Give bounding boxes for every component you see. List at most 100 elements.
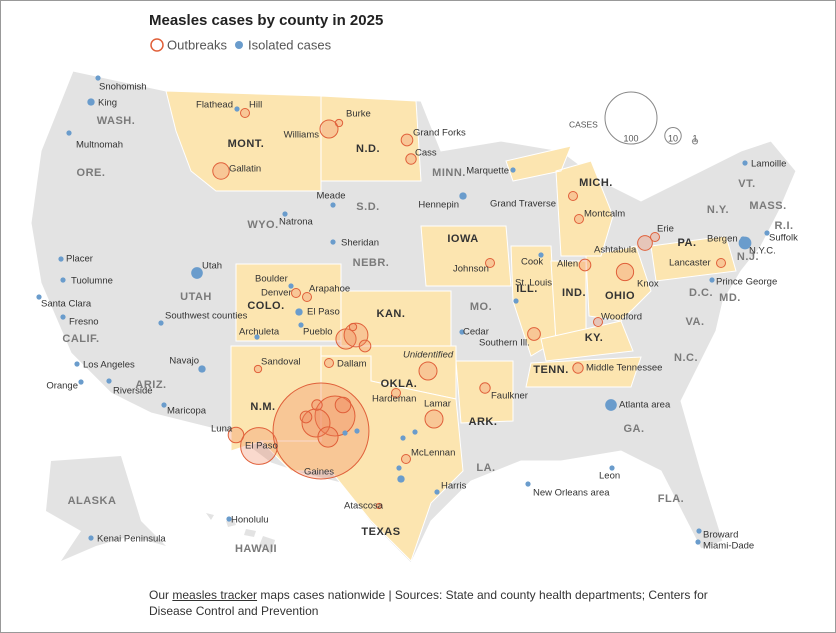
place-label: Grand Traverse [490, 199, 556, 210]
place-label: Hennepin [418, 200, 459, 211]
place-label: Boulder [255, 274, 288, 285]
place-label: Meade [316, 191, 345, 202]
isolated-marker [538, 252, 544, 258]
isolated-marker [434, 489, 440, 495]
outbreak-marker [240, 427, 278, 465]
isolated-marker [288, 283, 294, 289]
outbreak-marker [301, 291, 313, 303]
state-label: N.Y. [707, 204, 729, 216]
place-label: Broward [703, 530, 738, 541]
place-label: Gaines [304, 467, 334, 478]
isolated-marker [66, 130, 72, 136]
isolated-marker [510, 167, 516, 173]
outbreak-marker [301, 408, 331, 438]
state-shape [455, 360, 514, 424]
place-label: Southwest counties [165, 311, 248, 322]
state-label: ORE. [77, 167, 106, 179]
place-label: Archuleta [239, 327, 280, 338]
isolated-marker [513, 298, 519, 304]
outbreak-marker [311, 399, 323, 411]
outbreak-marker [317, 426, 339, 448]
footer-text: Our [149, 588, 170, 602]
isolated-marker [36, 294, 42, 300]
isolated-marker [397, 475, 405, 483]
state-shape [550, 260, 587, 342]
place-label: Atlanta area [619, 400, 671, 411]
outbreak-marker [572, 362, 584, 374]
tracker-link[interactable]: measles tracker [172, 588, 258, 602]
place-label: Sandoval [261, 357, 301, 368]
state-label: PA. [677, 237, 696, 249]
isolated-marker [74, 361, 80, 367]
isolated-marker [742, 160, 748, 166]
place-label: Los Angeles [83, 360, 135, 371]
state-label: NEBR. [353, 257, 390, 269]
isolated-marker [254, 334, 260, 340]
state-label: MINN. [432, 167, 466, 179]
place-label: El Paso [245, 441, 278, 452]
isolated-marker [400, 435, 406, 441]
isolated-marker [298, 322, 304, 328]
size-legend-circle [604, 91, 658, 145]
state-label: OKLA. [381, 378, 418, 390]
state-label: HAWAII [235, 543, 277, 555]
outbreak-marker [239, 107, 251, 119]
footer-text: maps cases nationwide | Sources: State a… [149, 588, 708, 618]
place-label: Hill [249, 100, 262, 111]
state-label: UTAH [180, 291, 212, 303]
state-label: S.D. [356, 201, 379, 213]
legend-isolated: Isolated cases [248, 37, 332, 52]
outbreak-marker [400, 133, 414, 147]
hawaii [206, 513, 275, 554]
isolated-marker [87, 98, 95, 106]
isolated-marker [95, 75, 101, 81]
state-shape [650, 235, 737, 282]
state-label: VA. [685, 316, 704, 328]
outbreak-marker [390, 387, 402, 399]
place-label: Snohomish [99, 82, 147, 93]
state-label: WASH. [97, 115, 136, 127]
state-shape [525, 356, 642, 388]
isolated-marker [605, 399, 617, 411]
isolated-marker [226, 516, 232, 522]
state-shape [540, 320, 634, 362]
outbreak-marker [424, 409, 444, 429]
outbreak-marker [484, 257, 496, 269]
state-label: IOWA [447, 233, 478, 245]
outbreak-marker [567, 190, 579, 202]
isolated-marker [709, 277, 715, 283]
place-label: Flathead [196, 100, 233, 111]
state-label: FLA. [658, 493, 684, 505]
place-label: Burke [346, 109, 371, 120]
outbreak-marker [299, 410, 313, 424]
place-label: Montcalm [584, 209, 625, 220]
place-label: Lamoille [751, 159, 786, 170]
chart-title: Measles cases by county in 2025 [149, 12, 383, 29]
isolated-marker [412, 429, 418, 435]
size-legend-value: 100 [623, 133, 638, 143]
place-label: Woodford [601, 312, 642, 323]
isolated-marker [459, 329, 465, 335]
place-label: Faulkner [491, 391, 528, 402]
state-label: COLO. [247, 300, 284, 312]
isolated-marker [78, 379, 84, 385]
state-label: LA. [476, 462, 495, 474]
place-label: Johnson [453, 264, 489, 275]
place-label: Miami-Dade [703, 541, 754, 552]
outbreak-marker [314, 395, 356, 437]
state-label: N.C. [674, 352, 698, 364]
place-label: King [98, 98, 117, 109]
size-legend-value: 10 [668, 133, 678, 143]
state-label: CALIF. [62, 333, 99, 345]
state-label: WYO. [247, 219, 278, 231]
outbreak-states [165, 90, 737, 562]
state-label: N.M. [250, 401, 275, 413]
size-legend-label: CASES [569, 119, 598, 129]
place-label: Atascosa [344, 501, 384, 512]
state-label: N.D. [356, 143, 380, 155]
isolated-marker [696, 528, 702, 534]
place-label: Cook [521, 257, 543, 268]
place-label: Orange [46, 381, 78, 392]
place-label: Denver [261, 288, 292, 299]
